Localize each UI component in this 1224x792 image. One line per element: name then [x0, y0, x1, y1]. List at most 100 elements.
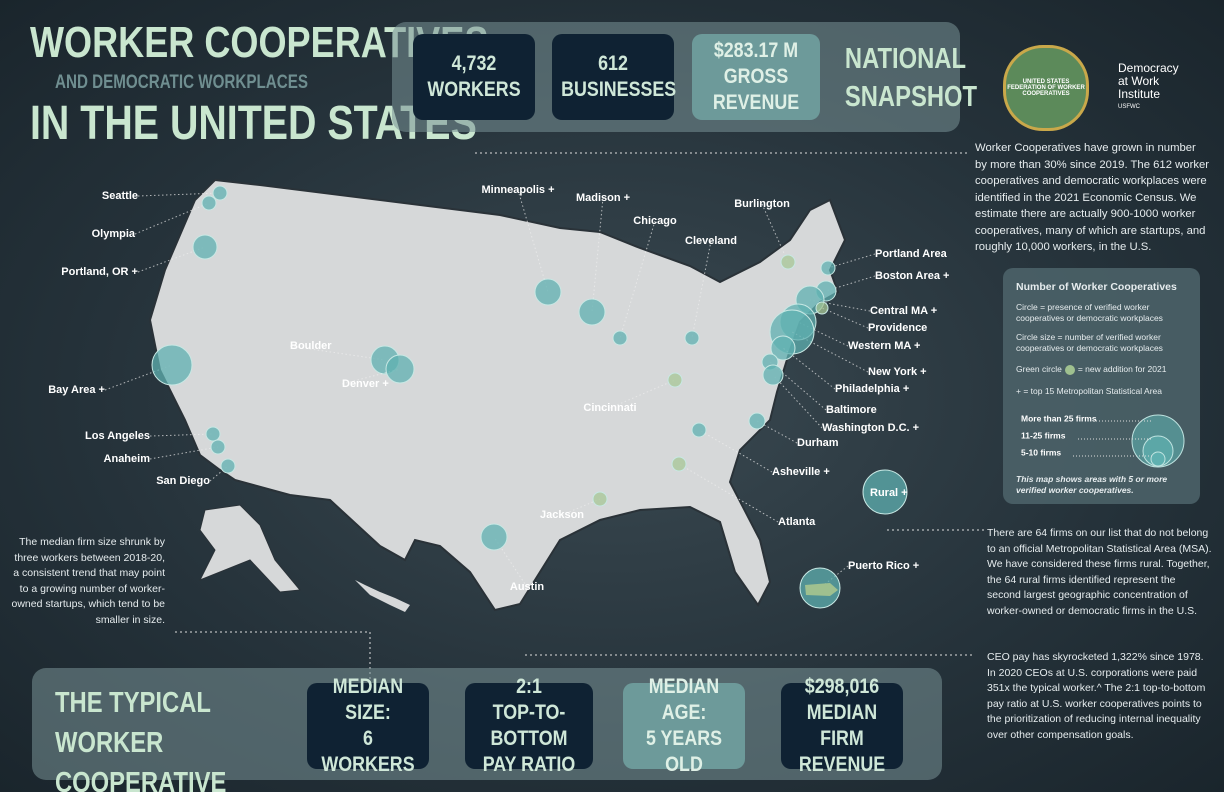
leader	[678, 463, 779, 523]
city-label: Los Angeles	[85, 430, 150, 442]
stat-box: 4,732 WORKERS	[413, 34, 535, 120]
leader	[619, 220, 656, 339]
city-label: New York +	[868, 366, 927, 378]
city-circle	[534, 278, 562, 306]
city-label: Burlington	[734, 198, 790, 210]
ceo-note: CEO pay has skyrocketed 1,322% since 197…	[987, 651, 1206, 741]
snapshot-heading-text: NATIONAL SNAPSHOT	[844, 43, 978, 113]
city-label: Central MA +	[870, 305, 937, 317]
legend-green: Green circle = new addition for 2021	[1016, 364, 1166, 375]
leader	[137, 192, 221, 197]
legend: Number of Worker Cooperatives Circle = p…	[1003, 268, 1200, 504]
city-circle	[815, 301, 829, 315]
leader	[561, 498, 601, 516]
hawaii	[355, 580, 410, 612]
city-circle	[667, 372, 683, 388]
city-label: Puerto Rico +	[848, 560, 919, 572]
stat-label: GROSS REVENUE	[712, 64, 800, 115]
leader	[691, 240, 712, 339]
leader	[827, 253, 876, 269]
city-label: Chicago	[633, 215, 677, 227]
city-circle	[612, 330, 628, 346]
stat-value: $298,016	[804, 674, 880, 698]
institute-logo: Democracy at Work Institute USFWC	[1118, 62, 1188, 114]
stat-value: $283.17 M	[713, 38, 799, 62]
stat-box: $283.17 M GROSS REVENUE	[692, 34, 820, 120]
stat-label: WORKERS	[427, 78, 521, 101]
legend-circle-size: Circle size = number of verified worker …	[1016, 332, 1163, 353]
stat-label: TOP-TO-BOTTOM PAY RATIO	[482, 700, 576, 777]
city-label: Washington D.C. +	[822, 422, 919, 434]
city-label: Portland Area	[875, 248, 948, 260]
city-label: Cincinnati	[583, 402, 636, 414]
alaska	[198, 504, 301, 593]
city-label: Seattle	[102, 190, 138, 202]
city-circle	[210, 439, 226, 455]
leader	[149, 433, 214, 437]
size-swatch	[1150, 451, 1166, 467]
us-map	[148, 178, 847, 612]
stat-box: MEDIAN AGE: 5 YEARS OLD	[623, 675, 745, 776]
stat-value: MEDIAN SIZE:	[332, 674, 404, 724]
legend-size: 11-25 firms	[1021, 430, 1066, 440]
city-circle	[780, 254, 796, 270]
snapshot-heading: NATIONAL SNAPSHOT	[835, 40, 978, 116]
city-circle	[862, 469, 908, 515]
stat-value: 4,732	[451, 51, 497, 75]
legend-green-b: = new addition for 2021	[1077, 364, 1167, 374]
legend-size: More than 25 firms	[1021, 413, 1097, 423]
institute-name: Democracy at Work Institute	[1118, 61, 1179, 101]
leader	[517, 189, 549, 293]
typical-heading: THE TYPICAL WORKER COOPERATIVE	[55, 683, 295, 792]
city-circle	[762, 364, 784, 386]
stat-box: 2:1 TOP-TO-BOTTOM PAY RATIO	[465, 675, 593, 776]
stat-value: 612	[598, 51, 628, 75]
intro-text: Worker Cooperatives have grown in number…	[975, 142, 1210, 253]
city-circle	[192, 234, 218, 260]
title-line2: AND DEMOCRATIC WORKPLACES	[55, 72, 309, 93]
city-label: Boulder	[290, 340, 332, 352]
city-label: Rural +	[870, 487, 908, 499]
legend-note: This map shows areas with 5 or more veri…	[1016, 474, 1168, 495]
leader	[782, 347, 836, 390]
city-label: Austin	[510, 581, 545, 593]
federation-logo: UNITED STATES FEDERATION OF WORKER COOPE…	[1003, 45, 1089, 131]
city-label: Anaheim	[104, 453, 151, 465]
city-circle	[480, 523, 508, 551]
subtitle-row: AND DEMOCRATIC WORKPLACES	[45, 72, 360, 94]
institute-sub: USFWC	[1118, 104, 1140, 110]
leader	[821, 307, 869, 329]
city-circle	[691, 422, 707, 438]
city-label: Atlanta	[778, 516, 816, 528]
city-circle	[201, 195, 217, 211]
stat-box: $298,016 MEDIAN FIRM REVENUE	[781, 675, 903, 776]
federation-name: UNITED STATES FEDERATION OF WORKER COOPE…	[1007, 79, 1085, 97]
stat-label: MEDIAN FIRM REVENUE	[798, 700, 886, 777]
city-label: Olympia	[92, 228, 136, 240]
leader	[797, 321, 849, 347]
stat-value: MEDIAN AGE:	[648, 674, 720, 724]
stat-label: 5 YEARS OLD	[645, 727, 723, 777]
legend-green-a: Green circle	[1016, 364, 1062, 374]
city-label: Jackson	[540, 509, 584, 521]
city-label: Cleveland	[685, 235, 737, 247]
stat-value: 2:1	[516, 674, 542, 698]
city-label: Boston Area +	[875, 270, 949, 282]
legend-title: Number of Worker Cooperatives	[1016, 281, 1177, 293]
leader	[134, 202, 210, 235]
city-label: Baltimore	[826, 404, 877, 416]
typical-heading-text: THE TYPICAL WORKER COOPERATIVE	[55, 687, 227, 792]
city-circle	[684, 330, 700, 346]
city-circle	[212, 185, 228, 201]
city-circle	[748, 412, 766, 430]
city-label: Bay Area +	[48, 384, 105, 396]
leader	[825, 275, 876, 292]
city-circle	[151, 344, 193, 386]
leader	[772, 374, 823, 429]
stat-box: 612 BUSINESSES	[552, 34, 676, 120]
city-circle	[671, 456, 687, 472]
green-swatch	[1064, 364, 1075, 375]
legend-circle: Circle = presence of verified worker coo…	[1016, 302, 1163, 323]
